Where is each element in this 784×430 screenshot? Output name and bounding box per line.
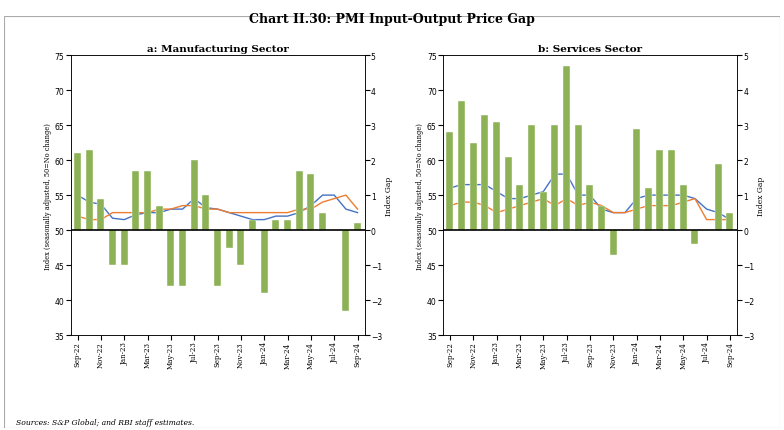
Bar [202,196,209,230]
Y-axis label: Index Gap: Index Gap [757,176,765,215]
Bar [179,230,186,286]
Bar [551,126,558,230]
Bar [575,126,582,230]
Bar [505,157,512,230]
Bar [528,126,535,230]
Bar [715,164,722,230]
Bar [656,150,663,230]
Bar [156,206,163,230]
Bar [272,220,279,230]
Bar [238,230,245,266]
Bar [284,220,291,230]
Bar [598,206,605,230]
Bar [109,230,116,266]
Y-axis label: Index (seasonally adjusted, 50=No change): Index (seasonally adjusted, 50=No change… [416,123,424,269]
Bar [121,230,128,266]
Bar [470,143,477,230]
Y-axis label: Index Gap: Index Gap [385,176,393,215]
Bar [249,220,256,230]
Bar [226,230,233,248]
Bar [668,150,675,230]
Bar [319,213,326,230]
Bar [633,129,640,230]
Title: b: Services Sector: b: Services Sector [538,45,642,54]
Bar [458,101,465,230]
Bar [446,133,453,230]
Bar [610,230,617,255]
Bar [563,66,570,230]
Bar [586,185,593,230]
Bar [517,185,524,230]
Bar [307,175,314,230]
Bar [214,230,221,286]
Bar [354,224,361,230]
Bar [132,171,140,230]
Bar [493,122,500,230]
Bar [97,199,104,230]
Y-axis label: Index (seasonally adjusted, 50=No change): Index (seasonally adjusted, 50=No change… [44,123,52,269]
Bar [644,189,652,230]
Bar [144,171,151,230]
Bar [261,230,267,293]
Bar [680,185,687,230]
Bar [85,150,93,230]
Bar [481,115,488,230]
Bar [691,230,699,245]
Text: Sources: S&P Global; and RBI staff estimates.: Sources: S&P Global; and RBI staff estim… [16,418,194,426]
Bar [168,230,174,286]
Text: Chart II.30: PMI Input-Output Price Gap: Chart II.30: PMI Input-Output Price Gap [249,13,535,26]
Title: a: Manufacturing Sector: a: Manufacturing Sector [147,45,289,54]
Bar [727,213,734,230]
Bar [540,192,546,230]
Bar [296,171,303,230]
Bar [74,154,81,230]
Bar [343,230,350,311]
Bar [191,161,198,230]
